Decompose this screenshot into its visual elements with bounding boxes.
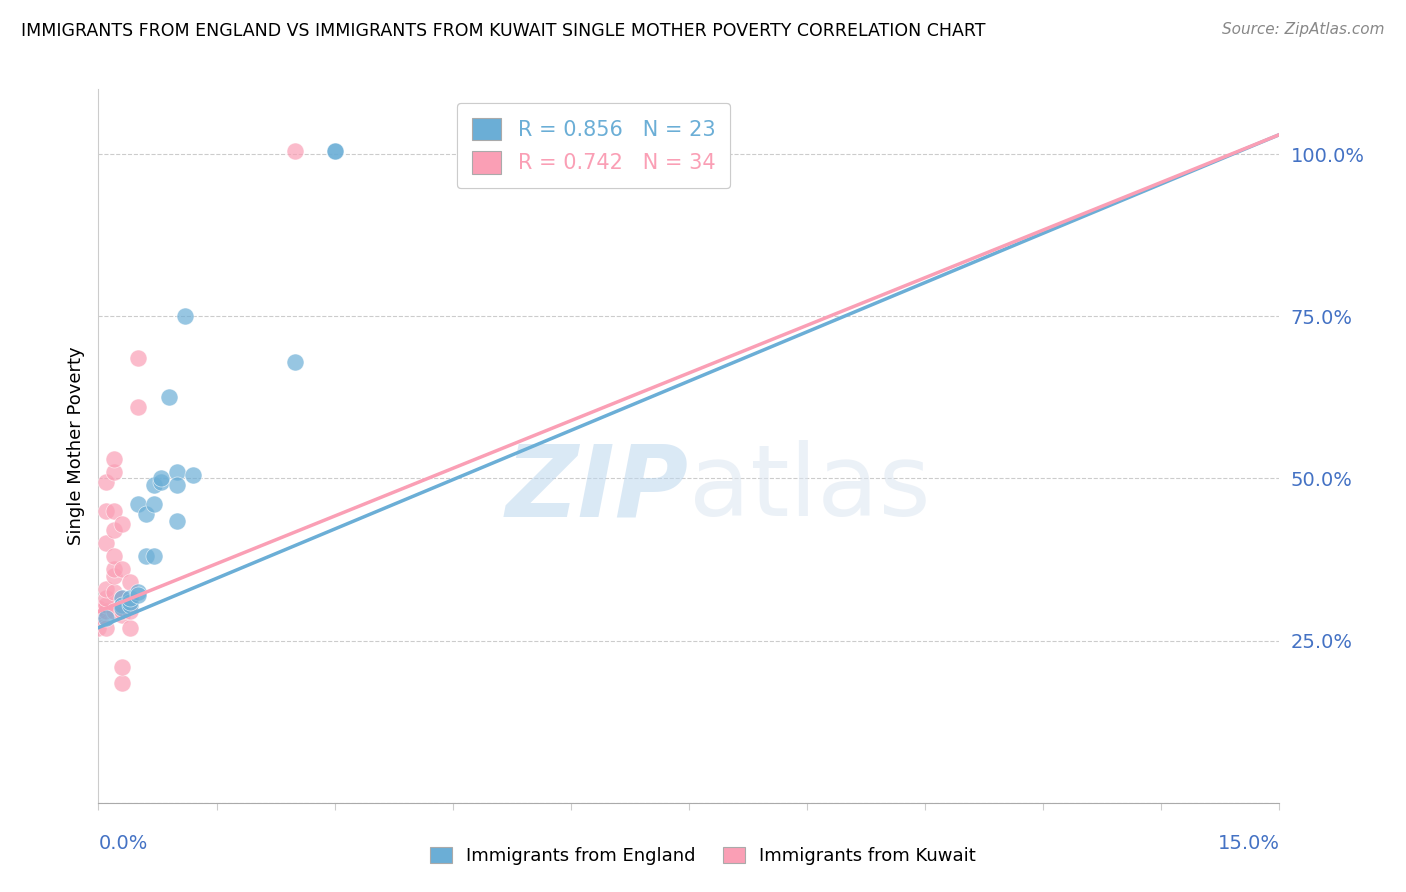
Point [111, 601, 134, 615]
Point [87, 604, 110, 618]
Point [96, 536, 118, 550]
Point [103, 524, 125, 538]
Point [111, 598, 134, 612]
Point [111, 591, 134, 606]
Point [96, 591, 118, 606]
Point [135, 549, 157, 564]
Point [96, 598, 118, 612]
Point [111, 591, 134, 606]
Point [181, 468, 204, 483]
Point [96, 475, 118, 489]
Point [103, 465, 125, 479]
Point [103, 562, 125, 576]
Point [150, 475, 173, 489]
Point [142, 497, 165, 511]
Point [142, 478, 165, 492]
Text: 0.0%: 0.0% [98, 834, 148, 853]
Point [118, 621, 141, 635]
Text: 15.0%: 15.0% [1218, 834, 1279, 853]
Point [118, 591, 141, 606]
Point [166, 465, 188, 479]
Point [150, 471, 173, 485]
Point [678, 144, 700, 158]
Point [127, 585, 149, 599]
Point [135, 507, 157, 521]
Point [103, 585, 125, 599]
Point [127, 351, 149, 366]
Point [111, 675, 134, 690]
Point [284, 144, 307, 158]
Point [96, 611, 118, 625]
Point [87, 601, 110, 615]
Legend: Immigrants from England, Immigrants from Kuwait: Immigrants from England, Immigrants from… [422, 838, 984, 874]
Point [103, 604, 125, 618]
Point [111, 562, 134, 576]
Point [284, 354, 307, 368]
Point [142, 549, 165, 564]
Point [323, 144, 346, 158]
Text: IMMIGRANTS FROM ENGLAND VS IMMIGRANTS FROM KUWAIT SINGLE MOTHER POVERTY CORRELAT: IMMIGRANTS FROM ENGLAND VS IMMIGRANTS FR… [21, 22, 986, 40]
Point [111, 516, 134, 531]
Point [111, 659, 134, 673]
Text: atlas: atlas [689, 441, 931, 537]
Point [103, 568, 125, 582]
Point [118, 595, 141, 609]
Point [127, 497, 149, 511]
Point [118, 604, 141, 618]
Point [127, 400, 149, 414]
Point [323, 144, 346, 158]
Y-axis label: Single Mother Poverty: Single Mother Poverty [66, 347, 84, 545]
Point [118, 598, 141, 612]
Point [157, 390, 180, 404]
Point [96, 621, 118, 635]
Text: Source: ZipAtlas.com: Source: ZipAtlas.com [1222, 22, 1385, 37]
Text: ZIP: ZIP [506, 441, 689, 537]
Point [96, 582, 118, 596]
Point [166, 478, 188, 492]
Point [127, 588, 149, 602]
Point [103, 504, 125, 518]
Point [87, 621, 110, 635]
Point [111, 604, 134, 618]
Point [118, 575, 141, 590]
Point [481, 150, 503, 164]
Point [166, 514, 188, 528]
Point [87, 611, 110, 625]
Point [103, 549, 125, 564]
Point [96, 604, 118, 618]
Point [174, 310, 197, 324]
Point [103, 452, 125, 467]
Point [96, 504, 118, 518]
Point [111, 607, 134, 622]
Legend: R = 0.856   N = 23, R = 0.742   N = 34: R = 0.856 N = 23, R = 0.742 N = 34 [457, 103, 730, 188]
